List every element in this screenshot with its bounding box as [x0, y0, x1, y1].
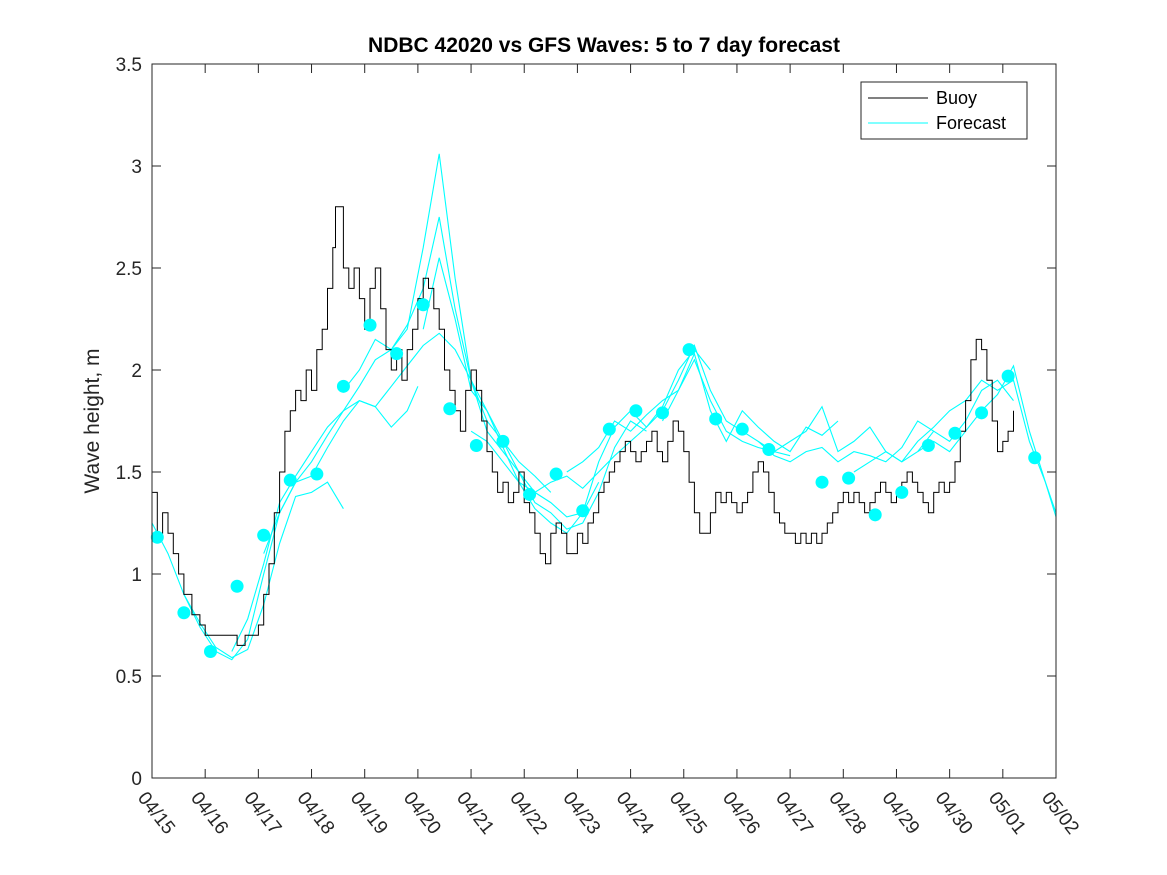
forecast-marker: [975, 406, 989, 420]
forecast-marker: [762, 443, 776, 457]
forecast-run-line: [853, 379, 1057, 513]
forecast-marker: [895, 485, 909, 499]
forecast-marker: [310, 467, 324, 481]
forecast-marker: [1028, 451, 1042, 465]
forecast-marker: [815, 475, 829, 489]
legend-label-buoy: Buoy: [936, 88, 977, 108]
forecast-marker: [682, 343, 696, 357]
x-tick-label: 04/18: [293, 788, 339, 838]
y-tick-label: 3: [131, 157, 142, 178]
forecast-marker: [576, 504, 590, 518]
x-tick-label: 04/20: [399, 788, 445, 838]
x-tick-label: 04/15: [133, 788, 179, 838]
forecast-marker: [416, 298, 430, 312]
forecast-marker: [549, 467, 563, 481]
forecast-run-line: [566, 352, 839, 473]
forecast-run-line: [183, 386, 419, 661]
y-tick-label: 1: [131, 565, 142, 586]
x-tick-label: 04/26: [718, 788, 764, 838]
y-tick-label: 2.5: [116, 259, 142, 280]
forecast-marker: [948, 426, 962, 440]
buoy-line: [152, 206, 1014, 646]
forecast-marker: [709, 412, 723, 426]
forecast-marker: [868, 508, 882, 522]
x-tick-label: 04/28: [824, 788, 870, 838]
x-tick-label: 04/16: [186, 788, 232, 838]
x-tick-label: 04/17: [239, 788, 285, 838]
chart-title: NDBC 42020 vs GFS Waves: 5 to 7 day fore…: [368, 34, 840, 57]
forecast-marker: [390, 347, 404, 361]
forecast-run-line: [470, 344, 791, 494]
legend-box: [860, 81, 1028, 140]
forecast-marker: [230, 579, 244, 593]
plot-frame: [151, 63, 1057, 779]
forecast-marker: [523, 487, 537, 501]
forecast-run-line: [422, 257, 711, 534]
y-tick-label: 3.5: [116, 55, 142, 76]
forecast-marker: [1001, 369, 1015, 383]
forecast-marker: [203, 645, 217, 659]
x-tick-label: 05/01: [984, 788, 1030, 838]
x-tick-label: 04/19: [346, 788, 392, 838]
y-tick-label: 0.5: [116, 667, 142, 688]
y-tick-label: 1.5: [116, 463, 142, 484]
forecast-marker: [363, 318, 377, 332]
forecast-marker: [629, 404, 643, 418]
forecast-run-line: [263, 216, 600, 554]
y-axis-label: Wave height, m: [81, 348, 104, 493]
forecast-marker: [735, 422, 749, 436]
y-tick-label: 2: [131, 361, 142, 382]
x-tick-label: 04/30: [931, 788, 977, 838]
forecast-marker: [842, 471, 856, 485]
forecast-marker: [177, 606, 191, 620]
plot-area: [150, 153, 1057, 661]
x-tick-label: 04/22: [505, 788, 551, 838]
x-tick-label: 04/24: [612, 788, 658, 839]
x-tick-label: 04/27: [771, 788, 817, 838]
forecast-run-line: [151, 481, 344, 659]
forecast-marker: [283, 473, 297, 487]
forecast-run-line: [757, 379, 1014, 463]
forecast-marker: [655, 406, 669, 420]
forecast-marker: [496, 434, 510, 448]
forecast-marker: [150, 530, 164, 544]
forecast-marker: [336, 379, 350, 393]
legend-label-forecast: Forecast: [936, 113, 1006, 133]
forecast-marker: [257, 528, 271, 542]
forecast-marker: [443, 402, 457, 416]
x-tick-label: 04/21: [452, 788, 498, 838]
x-tick-label: 05/02: [1037, 788, 1083, 838]
forecast-run-line: [342, 153, 647, 530]
x-tick-label: 04/29: [878, 788, 924, 838]
y-tick-label: 0: [131, 769, 142, 790]
legend: Buoy Forecast: [860, 81, 1028, 140]
forecast-run-line: [662, 358, 935, 463]
forecast-marker: [602, 422, 616, 436]
forecast-marker: [921, 438, 935, 452]
forecast-run-line: [231, 332, 552, 652]
x-tick-label: 04/23: [558, 788, 604, 838]
forecast-marker: [469, 438, 483, 452]
x-tick-label: 04/25: [665, 788, 711, 838]
forecast-run-line: [917, 364, 1057, 518]
